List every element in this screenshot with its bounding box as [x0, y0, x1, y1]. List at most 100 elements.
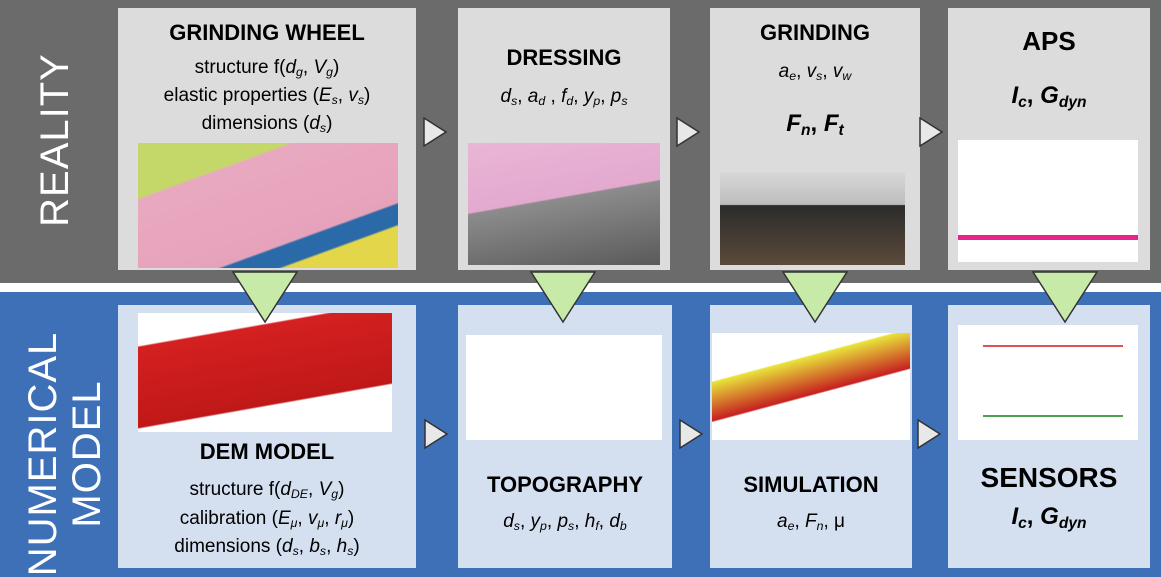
text: )	[333, 56, 340, 78]
symbol-base: E	[277, 507, 291, 529]
symbol-base: f	[561, 85, 567, 107]
text: ,	[796, 60, 807, 82]
symbol: Gdyn	[1040, 82, 1086, 111]
symbol: vw	[832, 60, 851, 83]
text: )	[364, 84, 371, 106]
text: ,	[794, 510, 805, 532]
symbol-base: v	[307, 507, 318, 529]
photo	[466, 335, 662, 440]
text: ,	[302, 56, 314, 78]
symbol-base: G	[1040, 502, 1059, 530]
photo	[958, 325, 1138, 440]
param-line: calibration (Eμ, vμ, rμ)	[118, 508, 416, 535]
symbol: Es	[318, 84, 338, 107]
symbol-base: I	[1011, 81, 1019, 109]
symbol-base: d	[282, 535, 293, 557]
symbol-sub: s	[357, 92, 364, 107]
symbol-base: y	[583, 85, 594, 107]
symbol-base: v	[806, 60, 817, 82]
symbol: Eμ	[277, 507, 298, 530]
symbol: fd	[561, 85, 573, 108]
symbol: ae	[779, 61, 797, 83]
signal	[983, 415, 1123, 417]
symbol-base: a	[776, 510, 788, 532]
param-line: structure f(dg, Vg)	[118, 57, 416, 84]
param-line: ae, vs, vw	[710, 61, 920, 88]
symbol: bs	[309, 536, 327, 558]
symbol: ae	[776, 510, 794, 533]
text: )	[326, 112, 333, 134]
text: ,	[326, 535, 337, 557]
symbol-sub: s	[347, 543, 354, 558]
symbol-base: v	[832, 60, 843, 82]
symbol: yp	[531, 511, 547, 533]
symbol: Vg	[313, 56, 334, 79]
box-title: SENSORS	[980, 462, 1118, 494]
photo	[720, 172, 905, 265]
symbol-base: V	[313, 56, 327, 78]
text: elastic properties (	[163, 84, 319, 106]
flow-arrow	[676, 116, 701, 148]
photo	[138, 313, 392, 432]
text: ,	[519, 510, 531, 532]
symbol-sub: c	[1018, 93, 1027, 111]
photo	[138, 143, 398, 268]
text: dimensions (	[174, 535, 282, 557]
symbol-sub: e	[789, 68, 797, 83]
symbol: vs	[806, 60, 823, 83]
text: ,	[822, 60, 833, 82]
text: ,	[1026, 502, 1041, 530]
symbol: vs	[348, 84, 364, 107]
symbol-sub: s	[292, 543, 299, 558]
symbol-base: d	[285, 56, 297, 78]
param-line: Ic, Gdyn	[948, 503, 1150, 539]
text: ,	[574, 510, 585, 532]
symbol-sub: DE	[290, 486, 309, 501]
symbol-base: d	[280, 478, 291, 500]
signal	[958, 235, 1138, 240]
symbol-base: p	[557, 510, 569, 532]
text: ,	[545, 85, 562, 107]
symbol-sub: s	[319, 543, 327, 558]
flow-arrow	[919, 116, 944, 148]
symbol: ps	[557, 510, 575, 533]
symbol-base: F	[823, 109, 839, 137]
symbol: Ic	[1011, 81, 1027, 111]
down-arrow	[1031, 271, 1099, 324]
symbol-base: d	[609, 510, 620, 532]
symbol: dDE	[280, 478, 309, 501]
photo	[468, 143, 660, 265]
symbol-sub: μ	[290, 515, 298, 530]
symbol-base: v	[348, 84, 358, 106]
symbol-base: r	[334, 507, 342, 529]
text: ,	[1026, 81, 1041, 109]
symbol-sub: μ	[317, 515, 325, 530]
text: ,	[600, 85, 611, 107]
box-title: DEM MODEL	[199, 438, 335, 464]
symbol-sub: s	[816, 68, 823, 83]
symbol-sub: b	[619, 518, 627, 533]
symbol: Ic	[1011, 503, 1026, 532]
text: structure f(	[189, 478, 281, 500]
symbol-sub: s	[568, 518, 575, 533]
signal	[983, 345, 1123, 347]
symbol: dg	[285, 56, 302, 79]
symbol: ps	[611, 86, 628, 108]
symbol-sub: s	[511, 93, 518, 108]
text: ,	[298, 535, 310, 557]
param-line: dimensions (ds, bs, hs)	[118, 536, 416, 563]
box-title: TOPOGRAPHY	[486, 471, 644, 497]
text: ,	[297, 507, 308, 529]
text: ,	[546, 510, 558, 532]
symbol: ds	[503, 511, 520, 533]
symbol: ds	[282, 535, 299, 558]
text: ,	[337, 84, 349, 106]
down-arrow	[231, 271, 299, 324]
symbol-sub: g	[331, 486, 339, 501]
symbol: Ft	[823, 109, 844, 139]
symbol-sub: s	[513, 518, 520, 533]
symbol-base: E	[318, 84, 332, 106]
symbol-sub: g	[326, 64, 334, 79]
symbol: hs	[337, 536, 354, 558]
down-arrow	[781, 271, 849, 324]
